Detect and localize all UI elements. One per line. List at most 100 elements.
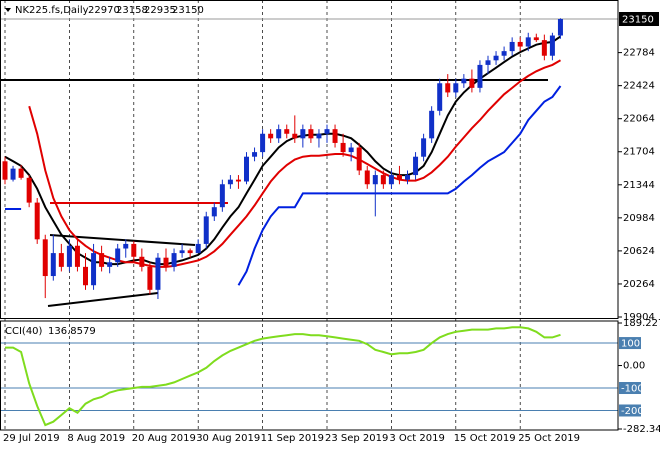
candle-body [501, 51, 507, 56]
plot [2, 18, 563, 427]
ohlc-close: 23150 [172, 5, 204, 16]
menu-icon[interactable] [5, 8, 11, 12]
y-tick-label: -282.348 [623, 424, 660, 435]
candle-body [541, 40, 547, 56]
candle-body [292, 133, 298, 139]
level-label: -100 [621, 384, 644, 395]
x-tick-label: 15 Oct 2019 [454, 433, 516, 444]
candle-body [139, 256, 145, 267]
chart-title: NK225.fs,Daily [15, 5, 89, 16]
candle-body [396, 175, 402, 180]
candle-body [461, 78, 467, 84]
candle-body [549, 35, 555, 56]
level-label: -200 [621, 406, 644, 417]
x-tick-label: 11 Sep 2019 [261, 433, 324, 444]
x-tick-label: 30 Aug 2019 [196, 433, 260, 444]
ohlc-open: 22970 [88, 5, 120, 16]
candle-body [252, 152, 258, 157]
y-tick-label: 20264 [623, 279, 655, 290]
cci-title: CCI(40) [5, 326, 43, 337]
candle-body [517, 41, 523, 47]
candle-body [372, 175, 378, 185]
candle-body [445, 83, 451, 93]
candle-body [380, 175, 386, 185]
candle-body [493, 55, 499, 61]
candle-body [260, 133, 266, 153]
y-tick-label: 21704 [623, 147, 655, 158]
candle-body [308, 129, 314, 139]
candle-body [469, 78, 475, 88]
candle-body [195, 243, 201, 254]
candle-body [58, 253, 64, 267]
candle-body [235, 179, 241, 182]
candle-body [50, 253, 56, 277]
y-tick-label: 21344 [623, 180, 655, 191]
candle-body [227, 179, 233, 185]
y-tick-label: 22064 [623, 114, 655, 125]
candle-body [91, 253, 97, 286]
candle-body [34, 202, 40, 240]
candle-body [477, 64, 483, 88]
trend-line [47, 292, 159, 307]
y-tick-label: 0.00 [623, 361, 645, 372]
x-tick-label: 20 Aug 2019 [132, 433, 196, 444]
level-tag [619, 404, 641, 417]
candle-body [171, 253, 177, 267]
candle-body [316, 133, 322, 139]
candle-body [99, 253, 105, 267]
y-tick-label: 20624 [623, 246, 655, 257]
candle-body [18, 168, 24, 178]
y-tick-label: 22784 [623, 48, 655, 59]
price-tag-label: 23150 [622, 15, 654, 26]
y-tick-label: 19904 [623, 312, 655, 323]
candle-body [42, 239, 48, 277]
cci-frame [0, 320, 619, 431]
candle-body [187, 250, 193, 254]
level-tag [619, 382, 641, 395]
candle-body [413, 156, 419, 176]
candle-body [147, 266, 153, 290]
candle-body [107, 262, 113, 267]
y-tick-label: 22424 [623, 81, 655, 92]
candle-body [131, 243, 137, 257]
x-tick-label: 29 Jul 2019 [3, 433, 60, 444]
candle-body [364, 170, 370, 185]
candle-body [74, 245, 80, 267]
candle-body [219, 184, 225, 208]
candle-body [437, 83, 443, 111]
candle-body [557, 19, 563, 36]
level-label: 100 [621, 339, 640, 350]
candle-body [388, 175, 394, 185]
candle-body [340, 142, 346, 153]
candle-body [268, 133, 274, 139]
candle-body [10, 168, 16, 180]
indicator-line [237, 85, 562, 286]
x-tick-label: 3 Oct 2019 [389, 433, 444, 444]
candle-body [405, 175, 410, 180]
candle-body [421, 138, 427, 157]
candle-body [83, 266, 88, 286]
candle-body [179, 250, 185, 254]
candle-body [525, 37, 531, 47]
price-tag [619, 12, 659, 27]
candle-body [300, 129, 306, 139]
candle-body [2, 161, 8, 180]
candle-body [509, 41, 515, 52]
candle-body [66, 245, 72, 267]
indicator-line [4, 35, 562, 266]
candle-body [276, 129, 282, 139]
main-frame [0, 0, 619, 319]
x-tick-label: 8 Aug 2019 [67, 433, 125, 444]
ohlc-low: 22935 [144, 5, 176, 16]
ohlc-high: 23158 [116, 5, 148, 16]
candle-body [533, 37, 539, 41]
indicator-line [5, 326, 561, 427]
candle-body [429, 110, 435, 139]
x-tick-label: 25 Oct 2019 [518, 433, 580, 444]
candle-body [453, 83, 459, 93]
candle-body [26, 177, 32, 203]
candle-body [332, 129, 338, 143]
candle-body [203, 216, 209, 244]
candle-body [211, 207, 217, 217]
